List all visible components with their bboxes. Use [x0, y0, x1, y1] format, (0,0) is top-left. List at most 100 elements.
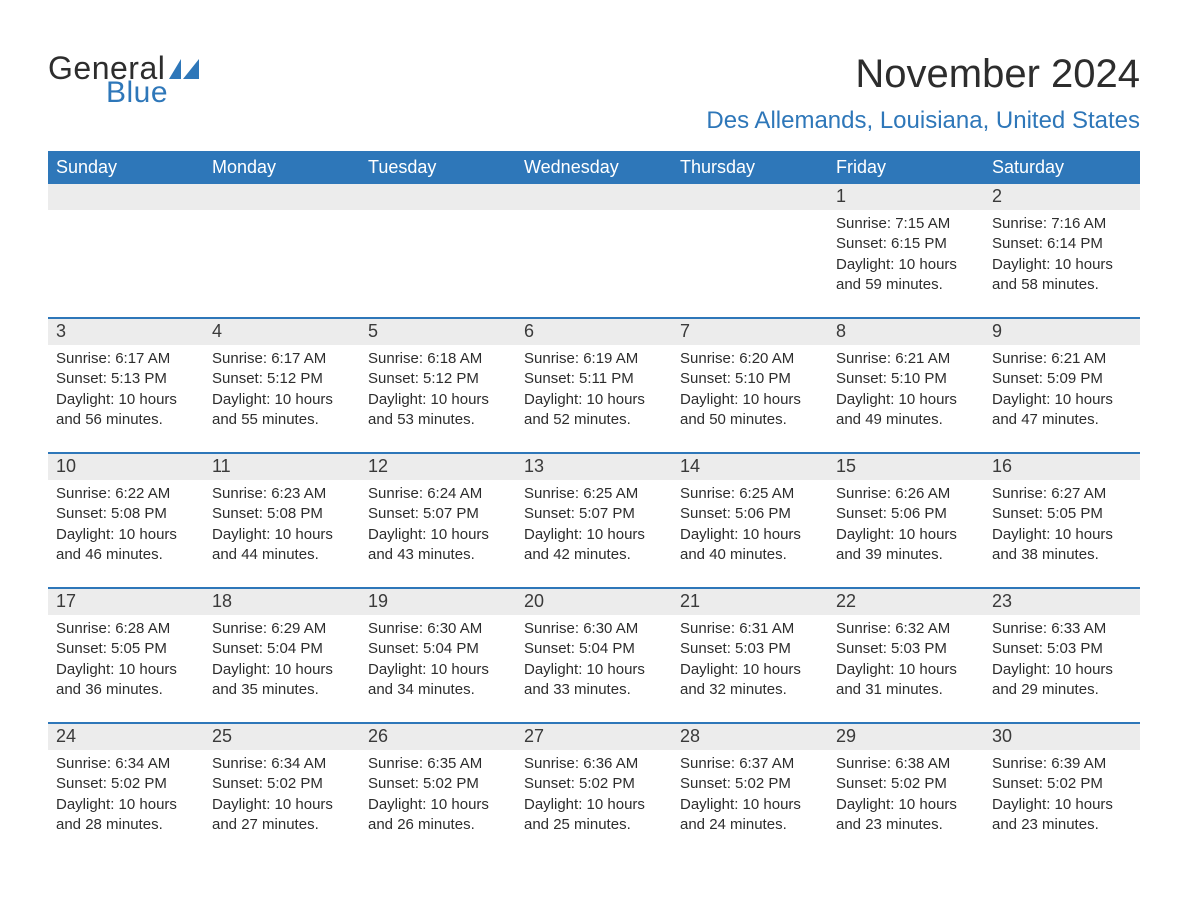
day-daylight1: Daylight: 10 hours: [368, 795, 508, 815]
day-daylight2: and 32 minutes.: [680, 680, 820, 700]
day-daylight1: Daylight: 10 hours: [524, 660, 664, 680]
day-sunrise: Sunrise: 6:34 AM: [212, 754, 352, 774]
day-number: 20: [516, 589, 672, 615]
day-details: Sunrise: 6:37 AMSunset: 5:02 PMDaylight:…: [672, 750, 828, 839]
day-daylight1: Daylight: 10 hours: [992, 390, 1132, 410]
day-daylight1: Daylight: 10 hours: [992, 525, 1132, 545]
day-daylight2: and 23 minutes.: [992, 815, 1132, 835]
day-daylight2: and 36 minutes.: [56, 680, 196, 700]
day-sunset: Sunset: 5:07 PM: [368, 504, 508, 524]
calendar-week: 17Sunrise: 6:28 AMSunset: 5:05 PMDayligh…: [48, 587, 1140, 704]
calendar-week: 24Sunrise: 6:34 AMSunset: 5:02 PMDayligh…: [48, 722, 1140, 839]
weekday-header: Tuesday: [360, 151, 516, 184]
day-details: Sunrise: 6:29 AMSunset: 5:04 PMDaylight:…: [204, 615, 360, 704]
day-sunrise: Sunrise: 6:36 AM: [524, 754, 664, 774]
day-sunset: Sunset: 5:10 PM: [680, 369, 820, 389]
day-daylight2: and 49 minutes.: [836, 410, 976, 430]
calendar-day: 2Sunrise: 7:16 AMSunset: 6:14 PMDaylight…: [984, 184, 1140, 299]
day-daylight2: and 39 minutes.: [836, 545, 976, 565]
day-number: 6: [516, 319, 672, 345]
day-number: 7: [672, 319, 828, 345]
day-daylight1: Daylight: 10 hours: [992, 255, 1132, 275]
day-daylight2: and 47 minutes.: [992, 410, 1132, 430]
day-sunrise: Sunrise: 6:18 AM: [368, 349, 508, 369]
day-sunset: Sunset: 5:02 PM: [524, 774, 664, 794]
calendar-day: 29Sunrise: 6:38 AMSunset: 5:02 PMDayligh…: [828, 724, 984, 839]
day-sunrise: Sunrise: 6:32 AM: [836, 619, 976, 639]
day-details: Sunrise: 6:19 AMSunset: 5:11 PMDaylight:…: [516, 345, 672, 434]
day-details: Sunrise: 6:23 AMSunset: 5:08 PMDaylight:…: [204, 480, 360, 569]
calendar-day: 6Sunrise: 6:19 AMSunset: 5:11 PMDaylight…: [516, 319, 672, 434]
day-daylight1: Daylight: 10 hours: [992, 795, 1132, 815]
calendar-day: 11Sunrise: 6:23 AMSunset: 5:08 PMDayligh…: [204, 454, 360, 569]
day-sunset: Sunset: 5:04 PM: [524, 639, 664, 659]
day-number: 10: [48, 454, 204, 480]
day-daylight1: Daylight: 10 hours: [992, 660, 1132, 680]
day-sunset: Sunset: 5:08 PM: [212, 504, 352, 524]
day-details: Sunrise: 6:35 AMSunset: 5:02 PMDaylight:…: [360, 750, 516, 839]
day-number: [516, 184, 672, 210]
calendar-day: 8Sunrise: 6:21 AMSunset: 5:10 PMDaylight…: [828, 319, 984, 434]
day-daylight1: Daylight: 10 hours: [680, 525, 820, 545]
day-sunset: Sunset: 5:09 PM: [992, 369, 1132, 389]
weekday-header: Friday: [828, 151, 984, 184]
day-details: Sunrise: 6:22 AMSunset: 5:08 PMDaylight:…: [48, 480, 204, 569]
calendar-day: 17Sunrise: 6:28 AMSunset: 5:05 PMDayligh…: [48, 589, 204, 704]
day-details: Sunrise: 7:16 AMSunset: 6:14 PMDaylight:…: [984, 210, 1140, 299]
day-daylight1: Daylight: 10 hours: [56, 660, 196, 680]
day-details: Sunrise: 6:38 AMSunset: 5:02 PMDaylight:…: [828, 750, 984, 839]
day-daylight2: and 26 minutes.: [368, 815, 508, 835]
day-details: Sunrise: 6:18 AMSunset: 5:12 PMDaylight:…: [360, 345, 516, 434]
day-daylight1: Daylight: 10 hours: [836, 390, 976, 410]
day-daylight1: Daylight: 10 hours: [836, 525, 976, 545]
day-daylight2: and 34 minutes.: [368, 680, 508, 700]
day-number: 11: [204, 454, 360, 480]
day-number: 8: [828, 319, 984, 345]
day-sunset: Sunset: 5:06 PM: [836, 504, 976, 524]
day-sunset: Sunset: 5:03 PM: [836, 639, 976, 659]
day-daylight1: Daylight: 10 hours: [212, 525, 352, 545]
day-sunset: Sunset: 5:02 PM: [992, 774, 1132, 794]
calendar-day: 22Sunrise: 6:32 AMSunset: 5:03 PMDayligh…: [828, 589, 984, 704]
day-sunrise: Sunrise: 6:17 AM: [212, 349, 352, 369]
day-sunset: Sunset: 5:02 PM: [56, 774, 196, 794]
day-daylight1: Daylight: 10 hours: [56, 390, 196, 410]
day-sunset: Sunset: 5:03 PM: [992, 639, 1132, 659]
calendar-day: 14Sunrise: 6:25 AMSunset: 5:06 PMDayligh…: [672, 454, 828, 569]
day-daylight1: Daylight: 10 hours: [836, 795, 976, 815]
calendar-day: 16Sunrise: 6:27 AMSunset: 5:05 PMDayligh…: [984, 454, 1140, 569]
calendar-day: 23Sunrise: 6:33 AMSunset: 5:03 PMDayligh…: [984, 589, 1140, 704]
day-daylight1: Daylight: 10 hours: [524, 795, 664, 815]
day-number: 21: [672, 589, 828, 615]
weekday-header: Sunday: [48, 151, 204, 184]
day-sunrise: Sunrise: 6:37 AM: [680, 754, 820, 774]
day-number: 29: [828, 724, 984, 750]
calendar-day: 21Sunrise: 6:31 AMSunset: 5:03 PMDayligh…: [672, 589, 828, 704]
day-daylight1: Daylight: 10 hours: [524, 525, 664, 545]
page-subtitle: Des Allemands, Louisiana, United States: [706, 107, 1140, 135]
day-sunset: Sunset: 5:03 PM: [680, 639, 820, 659]
calendar-day: 18Sunrise: 6:29 AMSunset: 5:04 PMDayligh…: [204, 589, 360, 704]
day-daylight2: and 28 minutes.: [56, 815, 196, 835]
day-number: 9: [984, 319, 1140, 345]
calendar-day: [360, 184, 516, 299]
day-number: 16: [984, 454, 1140, 480]
day-daylight1: Daylight: 10 hours: [368, 525, 508, 545]
day-number: 1: [828, 184, 984, 210]
calendar-day: 25Sunrise: 6:34 AMSunset: 5:02 PMDayligh…: [204, 724, 360, 839]
header: General Blue November 2024 Des Allemands…: [48, 52, 1140, 135]
day-sunset: Sunset: 5:04 PM: [368, 639, 508, 659]
weekday-header: Wednesday: [516, 151, 672, 184]
day-daylight2: and 38 minutes.: [992, 545, 1132, 565]
day-daylight2: and 27 minutes.: [212, 815, 352, 835]
calendar-day: 13Sunrise: 6:25 AMSunset: 5:07 PMDayligh…: [516, 454, 672, 569]
calendar-day: [204, 184, 360, 299]
calendar-day: 28Sunrise: 6:37 AMSunset: 5:02 PMDayligh…: [672, 724, 828, 839]
day-sunrise: Sunrise: 6:22 AM: [56, 484, 196, 504]
calendar-day: 5Sunrise: 6:18 AMSunset: 5:12 PMDaylight…: [360, 319, 516, 434]
day-number: 23: [984, 589, 1140, 615]
day-details: Sunrise: 6:27 AMSunset: 5:05 PMDaylight:…: [984, 480, 1140, 569]
day-sunrise: Sunrise: 6:19 AM: [524, 349, 664, 369]
day-sunset: Sunset: 5:13 PM: [56, 369, 196, 389]
day-details: Sunrise: 6:33 AMSunset: 5:03 PMDaylight:…: [984, 615, 1140, 704]
